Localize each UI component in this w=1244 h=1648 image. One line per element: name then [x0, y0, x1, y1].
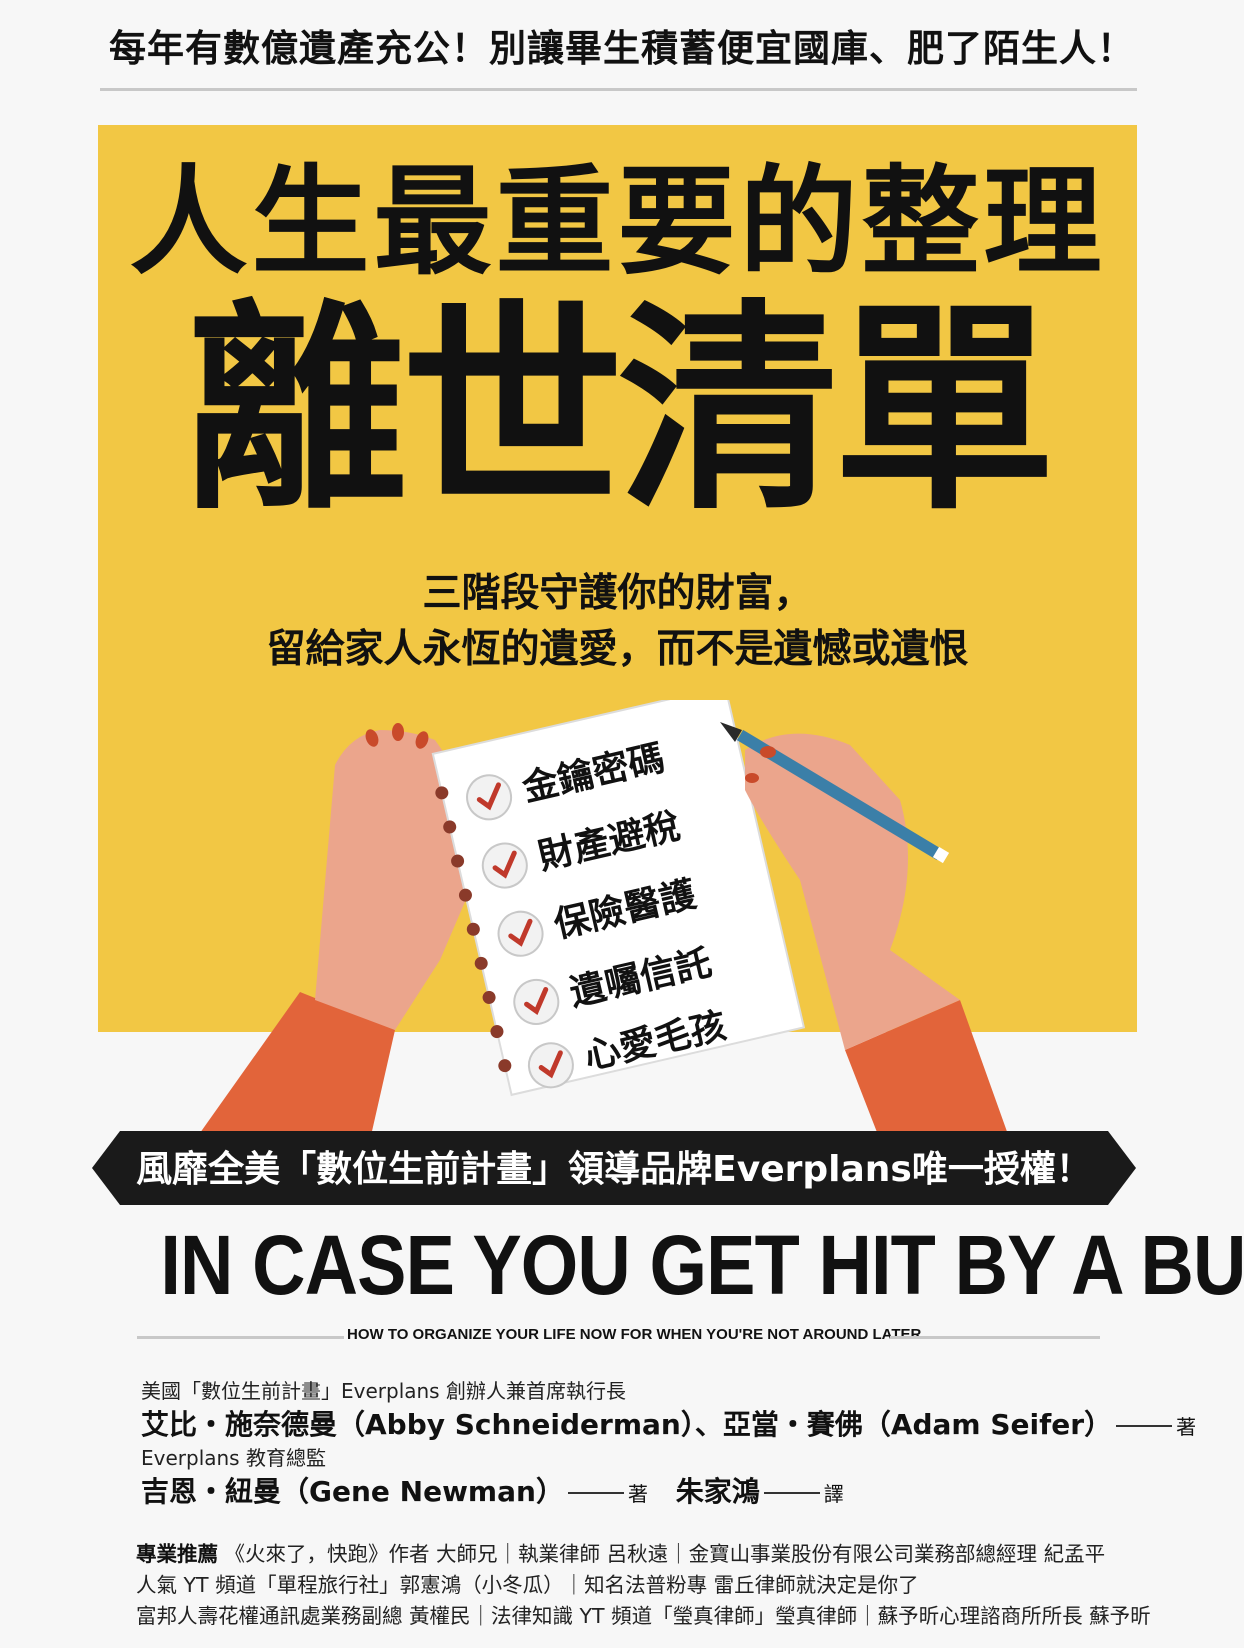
right-sleeve — [845, 1000, 1010, 1140]
coauthor-name: 吉恩・紐曼（Gene Newman） — [141, 1475, 564, 1508]
author-role: 美國「數位生前計畫」Everplans 創辦人兼首席執行長 — [141, 1379, 626, 1403]
divider-right — [890, 1336, 1100, 1339]
recommend-text: 《火來了，快跑》作者 大師兄｜執業律師 呂秋遠｜金寶山事業股份有限公司業務部總經… — [224, 1542, 1106, 1566]
coauthor-suffix: 著 — [627, 1482, 648, 1506]
left-sleeve — [195, 992, 395, 1140]
dash — [567, 1492, 624, 1494]
left-hand — [315, 730, 479, 1030]
english-title: IN CASE YOU GET HIT BY A BUS — [160, 1218, 1244, 1312]
authors: 艾比・施奈德曼（Abby Schneiderman）、亞當・賽佛（Adam Se… — [141, 1403, 1196, 1443]
author-names: 艾比・施奈德曼（Abby Schneiderman）、亞當・賽佛（Adam Se… — [141, 1408, 1113, 1441]
checklist-illustration: 金鑰密碼 財產避稅 保險醫護 遺囑信託 心愛毛孩 — [195, 700, 1010, 1140]
banner-ribbon — [92, 1131, 1136, 1205]
recommend-label: 專業推薦 — [136, 1542, 218, 1566]
coauthor-role: Everplans 教育總監 — [141, 1446, 326, 1470]
spiral-binding — [435, 786, 512, 1073]
banner-text: 風靡全美「數位生前計畫」領導品牌Everplans唯一授權！ — [136, 1149, 1092, 1190]
recommend-line1: 專業推薦 《火來了，快跑》作者 大師兄｜執業律師 呂秋遠｜金寶山事業股份有限公司… — [136, 1537, 1105, 1567]
top-divider — [100, 88, 1137, 91]
english-subtitle: HOW TO ORGANIZE YOUR LIFE NOW FOR WHEN Y… — [347, 1326, 922, 1343]
subtitle: 三階段守護你的財富， 留給家人永恆的遺愛，而不是遺憾或遺恨 — [98, 566, 1137, 678]
top-tagline: 每年有數億遺產充公！別讓畢生積蓄便宜國庫、肥了陌生人！ — [109, 27, 1135, 70]
divider-left — [137, 1336, 344, 1339]
translator-name: 朱家鴻 — [675, 1475, 760, 1508]
coauthor-line: 吉恩・紐曼（Gene Newman） 著 朱家鴻 譯 — [141, 1470, 844, 1510]
recommend-line3: 富邦人壽花權通訊處業務副總 黃權民｜法律知識 YT 頻道「瑩真律師」瑩真律師｜蘇… — [136, 1604, 1151, 1628]
dash — [763, 1492, 820, 1494]
recommend-line2: 人氣 YT 頻道「單程旅行社」郭憲鴻（小冬瓜）｜知名法普粉專 雷丘律師就決定是你… — [136, 1573, 919, 1597]
notepad: 金鑰密碼 財產避稅 保險醫護 遺囑信託 心愛毛孩 — [431, 700, 806, 1097]
subtitle-line2: 留給家人永恆的遺愛，而不是遺憾或遺恨 — [266, 627, 969, 672]
translator-suffix: 譯 — [823, 1482, 844, 1506]
main-title-line1: 人生最重要的整理 — [129, 153, 1106, 291]
main-title-line2: 離世清單 — [185, 282, 1056, 540]
dash — [1116, 1425, 1173, 1427]
author-suffix: 著 — [1176, 1415, 1197, 1439]
right-hand — [745, 733, 960, 1050]
subtitle-line1: 三階段守護你的財富， — [422, 571, 813, 616]
